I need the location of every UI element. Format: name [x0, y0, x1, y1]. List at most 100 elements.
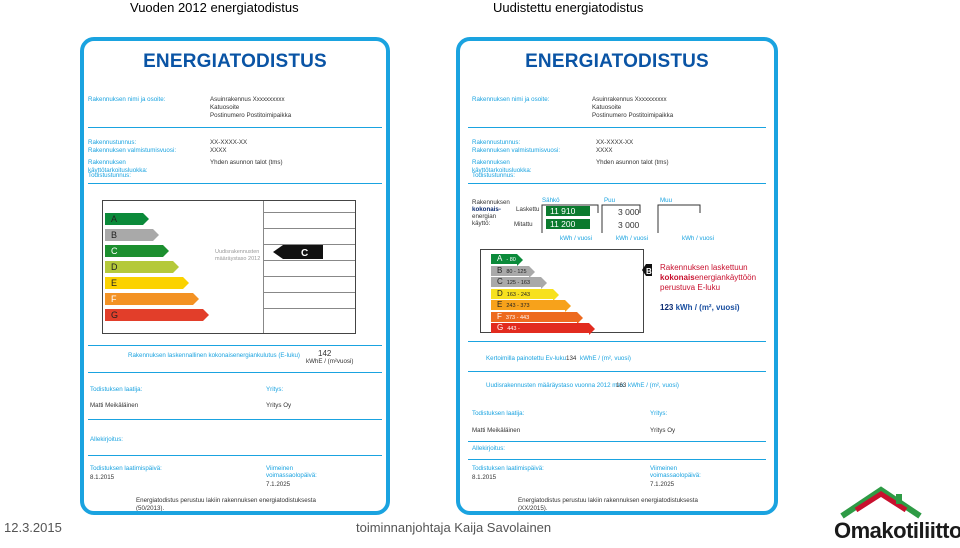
right-col-puu: Puu: [604, 197, 616, 204]
omakotiliitto-logo: Omakotiliitto: [834, 518, 960, 543]
right-unit-sahko: kWh / vuosi: [560, 235, 592, 242]
left-scale-line: [263, 308, 355, 309]
right-side-value: 123 kWh / (m², vuosi): [660, 303, 740, 313]
right-rating-arrow: B: [642, 264, 652, 276]
right-class-letter: G: [497, 323, 504, 332]
right-use-label-2: käyttötarkoitusluokka:: [472, 167, 532, 174]
right-table-brackets: [541, 204, 701, 233]
left-eluku-label: Rakennuksen laskennallinen kokonaisenerg…: [128, 352, 300, 359]
left-address-2: Katuosoite: [210, 104, 240, 111]
right-date-value: 8.1.2015: [472, 474, 497, 481]
left-class-a: A: [105, 213, 149, 225]
right-class-letter: B: [497, 265, 503, 275]
left-class-e: E: [105, 277, 189, 289]
right-class-range: 125 - 163: [506, 280, 531, 286]
right-divider-3: [468, 341, 766, 342]
right-unit-muu: kWh / vuosi: [682, 235, 714, 242]
left-rating-letter: C: [301, 248, 308, 259]
right-class-range: 243 - 373: [506, 303, 530, 309]
footer-date: 12.3.2015: [4, 520, 62, 535]
right-side-text-1: Rakennuksen laskettuun: [660, 263, 748, 272]
right-date-label: Todistuksen laatimispäivä:: [472, 465, 544, 472]
right-header: Uudistettu energiatodistus: [493, 0, 644, 15]
left-use-label-1: Rakennuksen: [88, 159, 126, 166]
right-req-value: 163: [616, 382, 627, 389]
left-yritys-value: Yritys Oy: [266, 402, 292, 409]
left-eluku-unit: kWhE / (m²vuosi): [306, 358, 354, 365]
left-scale-line: [263, 244, 355, 245]
left-name-label: Rakennuksen nimi ja osoite:: [88, 96, 166, 103]
right-puu-meas: 3 000: [618, 220, 640, 230]
left-header: Vuoden 2012 energiatodistus: [130, 0, 299, 15]
right-valid-value: 7.1.2025: [650, 481, 675, 488]
right-class-a: A- 80: [491, 254, 523, 266]
right-class-range: 80 - 125: [506, 268, 527, 275]
right-address-2: Katuosoite: [592, 104, 622, 111]
right-side-number: 123: [660, 303, 674, 312]
right-class-c: C 125 - 163: [491, 277, 547, 289]
right-divider-1: [468, 127, 766, 128]
right-law-1: Energiatodistus perustuu lakiin rakennuk…: [518, 497, 698, 504]
right-class-letter: A: [497, 254, 503, 263]
left-scale-frame: A B C D E F G Uudisrakennusten määräysta…: [102, 200, 356, 334]
left-divider-6: [88, 455, 382, 456]
right-class-letter: E: [497, 300, 503, 309]
left-scale-divider: [263, 201, 264, 333]
right-side-text-kokonais: kokonais: [660, 273, 695, 282]
right-class-letter: F: [497, 311, 502, 321]
right-col-muu: Muu: [660, 197, 673, 204]
right-total-label-1: Rakennuksen: [472, 199, 510, 206]
right-req-unit: kWhE / (m², vuosi): [628, 382, 679, 389]
right-law-2: (XX/2015).: [518, 505, 548, 512]
left-rating-arrow: C: [273, 245, 323, 259]
right-total-label-3: energian: [472, 213, 497, 220]
left-title: ENERGIATODISTUS: [143, 51, 327, 72]
left-class-letter: D: [111, 262, 118, 272]
left-class-letter: F: [111, 294, 117, 304]
right-use-value: Yhden asunnon talot (tms): [596, 159, 669, 166]
right-class-range: 373 - 443: [505, 314, 530, 321]
right-laatija-label: Todistuksen laatija:: [472, 410, 525, 417]
left-certificate: ENERGIATODISTUS Rakennuksen nimi ja osoi…: [80, 37, 390, 515]
left-address-1: Asuinrakennus Xxxxxxxxxx: [210, 96, 285, 103]
left-scale-line: [263, 228, 355, 229]
left-class-d: D: [105, 261, 179, 273]
left-valid-value: 7.1.2025: [266, 481, 291, 488]
right-yritys-value: Yritys Oy: [650, 427, 676, 434]
right-id-label: Rakennustunnus:: [472, 139, 521, 146]
left-year-label: Rakennuksen valmistumisvuosi:: [88, 147, 177, 154]
right-unit-puu: kWh / vuosi: [616, 235, 648, 242]
right-class-e: E 243 - 373: [491, 300, 571, 312]
right-title: ENERGIATODISTUS: [525, 51, 709, 72]
right-weighted-unit: kWhE / (m², vuosi): [580, 355, 631, 362]
left-cert-label: Todistustunnus:: [88, 172, 131, 179]
right-col-sahko: Sähkö: [542, 197, 560, 204]
right-cert-label: Todistustunnus:: [472, 172, 515, 179]
right-class-range: 163 - 243: [506, 291, 531, 298]
right-total-label-4: käyttö:: [472, 220, 491, 227]
right-weighted-label: Kertoimilla painotettu Ev-luku: [486, 355, 567, 362]
left-req-note-2: määräystaso 2012: [215, 256, 261, 262]
left-scale-line: [263, 276, 355, 277]
right-sign-label: Allekirjoitus:: [472, 445, 506, 452]
right-req-label: Uudisrakennusten määräystaso vuonna 2012…: [486, 382, 626, 389]
right-side-text-3: perustuva E-luku: [660, 283, 721, 292]
left-use-value: Yhden asunnon talot (tms): [210, 159, 283, 166]
right-year-label: Rakennuksen valmistumisvuosi:: [472, 147, 561, 154]
left-valid-label-2: voimassaolopäivä:: [266, 472, 317, 479]
left-class-f: F: [105, 293, 199, 305]
left-divider-5: [88, 419, 382, 420]
left-laatija-label: Todistuksen laatija:: [90, 386, 143, 393]
left-scale-line: [263, 260, 355, 261]
right-yritys-label: Yritys:: [650, 410, 668, 417]
left-scale-line: [263, 212, 355, 213]
right-use-label-1: Rakennuksen: [472, 159, 510, 166]
left-class-c: C: [105, 245, 169, 257]
right-id-value: XX-XXXX-XX: [596, 139, 634, 146]
right-weighted-value: 134: [566, 355, 577, 362]
left-class-letter: B: [111, 230, 118, 240]
left-yritys-label: Yritys:: [266, 386, 284, 393]
right-class-f: F 373 - 443: [491, 311, 583, 324]
left-class-letter: C: [111, 246, 118, 256]
